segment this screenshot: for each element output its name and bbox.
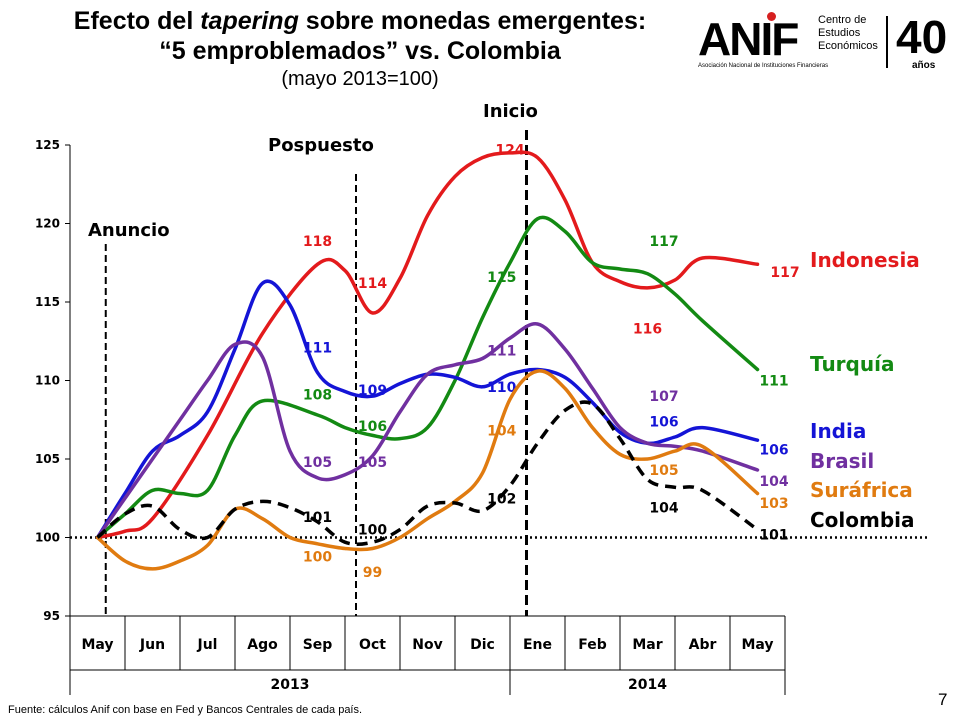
data-label: 102: [487, 491, 516, 507]
data-label: 111: [759, 374, 788, 390]
y-tick-label: 105: [35, 452, 60, 466]
data-label: 111: [303, 341, 332, 357]
page-number: 7: [938, 690, 948, 709]
series-line-brasil: [95, 322, 760, 540]
series-line-turquía: [95, 215, 760, 540]
centro-line-3: Económicos: [818, 40, 878, 52]
title-line-1: Efecto del tapering sobre monedas emerge…: [10, 6, 710, 36]
data-label: 116: [633, 322, 662, 338]
x-tick-label: Ene: [523, 637, 552, 653]
logo-separator: [886, 16, 888, 68]
title-suffix: sobre monedas emergentes:: [298, 7, 647, 35]
x-tick-label: Abr: [689, 637, 717, 653]
x-tick-label: Mar: [632, 637, 662, 653]
data-label: 109: [358, 383, 387, 399]
anniversary-sub: años: [912, 60, 936, 71]
legend-entry: Suráfrica: [810, 478, 913, 502]
centro-line-1: Centro de: [818, 14, 867, 26]
y-tick-label: 95: [43, 609, 60, 623]
data-label: 104: [649, 501, 678, 517]
x-tick-label: Ago: [247, 637, 278, 653]
x-tick-label: Jul: [197, 637, 218, 653]
series-line-indonesia: [95, 150, 760, 540]
data-label: 104: [487, 424, 516, 440]
source-note: Fuente: cálculos Anif con base en Fed y …: [8, 704, 363, 716]
data-label: 103: [759, 496, 788, 512]
data-label: 99: [363, 565, 382, 581]
anif-brand: ANIF: [698, 13, 799, 65]
x-tick-label: May: [741, 637, 773, 653]
chart-title: Efecto del tapering sobre monedas emerge…: [10, 6, 710, 92]
data-label: 106: [649, 414, 678, 430]
legend-entry: Brasil: [810, 449, 874, 473]
data-label: 115: [487, 270, 516, 286]
centro-estudios: Centro de Estudios Económicos: [818, 14, 878, 53]
title-line-2: “5 emproblemados” vs. Colombia: [159, 37, 561, 65]
x-tick-label: Sep: [303, 637, 333, 653]
data-label: 106: [759, 443, 788, 459]
data-label: 101: [759, 527, 788, 543]
y-tick-label: 100: [35, 531, 60, 545]
x-tick-label: Jun: [139, 637, 165, 653]
data-label: 105: [649, 463, 678, 479]
event-label: Inicio: [483, 101, 538, 122]
data-label: 101: [303, 510, 332, 526]
x-tick-label: Feb: [578, 637, 607, 653]
year-label: 2013: [271, 677, 310, 693]
event-label: Anuncio: [88, 220, 170, 241]
series-line-suráfrica: [95, 369, 760, 571]
chart-subtitle: (mayo 2013=100): [281, 68, 439, 90]
data-label: 117: [649, 234, 678, 250]
legend-entry: Indonesia: [810, 248, 920, 272]
y-tick-label: 120: [35, 217, 60, 231]
data-label: 108: [303, 388, 332, 404]
data-label: 114: [358, 276, 387, 292]
title-italic: tapering: [200, 7, 299, 35]
x-tick-label: May: [81, 637, 113, 653]
data-label: 105: [303, 455, 332, 471]
anniversary-number: 40: [896, 11, 948, 63]
x-tick-label: Oct: [359, 637, 386, 653]
legend-entry: Turquía: [810, 352, 894, 376]
data-label: 110: [487, 380, 516, 396]
data-label: 100: [303, 549, 332, 565]
y-tick-label: 125: [35, 138, 60, 152]
data-label: 118: [303, 234, 332, 250]
centro-line-2: Estudios: [818, 27, 861, 39]
data-label: 124: [495, 143, 524, 159]
event-label: Pospuesto: [268, 135, 374, 156]
data-label: 111: [487, 344, 516, 360]
series-line-colombia: [96, 400, 759, 547]
y-tick-label: 110: [35, 374, 60, 388]
anif-brand-sub: Asociación Nacional de Instituciones Fin…: [698, 63, 829, 69]
anif-logo: ANIF Asociación Nacional de Institucione…: [690, 10, 960, 78]
data-label: 105: [358, 455, 387, 471]
data-label: 107: [649, 389, 678, 405]
x-tick-label: Nov: [412, 637, 442, 653]
year-label: 2014: [628, 677, 667, 693]
logo-dot: [767, 12, 776, 21]
y-tick-label: 115: [35, 295, 60, 309]
series-line-india: [95, 279, 760, 540]
data-label: 100: [358, 523, 387, 539]
data-label: 104: [759, 474, 788, 490]
legend-entry: Colombia: [810, 508, 915, 532]
data-label: 117: [770, 265, 799, 281]
title-prefix: Efecto del: [73, 7, 201, 35]
data-label: 106: [358, 419, 387, 435]
x-tick-label: Dic: [470, 637, 495, 653]
legend-entry: India: [810, 419, 866, 443]
